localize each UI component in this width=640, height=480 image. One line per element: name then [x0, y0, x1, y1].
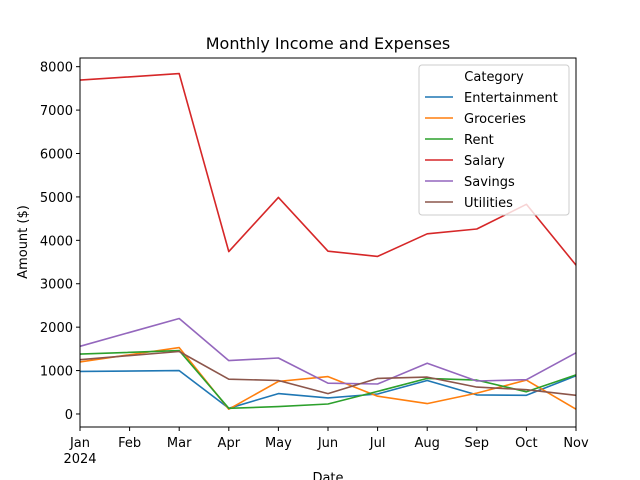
legend-title: Category	[464, 70, 524, 85]
legend-entry: Savings	[464, 175, 515, 190]
x-tick-label: May	[265, 436, 292, 451]
plot-area	[79, 72, 577, 411]
x-tick-label: Jul	[369, 436, 386, 451]
x-tick-label: Apr	[218, 436, 241, 451]
series-line-groceries	[79, 346, 577, 411]
y-axis-title: Amount ($)	[16, 205, 31, 279]
chart-title: Monthly Income and Expenses	[206, 34, 451, 53]
x-tick-label: Feb	[118, 436, 141, 451]
y-tick-label: 7000	[40, 104, 73, 119]
x-tick-label: Oct	[515, 436, 537, 451]
x-tick-label: Mar	[167, 436, 192, 451]
legend: Category Entertainment Groceries Rent Salar…	[418, 64, 570, 216]
legend-entry: Groceries	[464, 112, 526, 127]
series-line-savings	[79, 317, 577, 385]
x-axis-title: Date	[312, 471, 343, 480]
y-tick-label: 8000	[40, 61, 73, 76]
x-tick-label: Nov	[563, 436, 589, 451]
x-tick-label: Jan	[69, 436, 90, 451]
legend-entry: Entertainment	[464, 91, 558, 106]
y-tick-label: 4000	[40, 234, 73, 249]
x-tick-label: Sep	[465, 436, 490, 451]
y-tick-label: 2000	[40, 321, 73, 336]
series-line-salary	[79, 72, 577, 266]
y-tick-label: 3000	[40, 278, 73, 293]
y-tick-label: 5000	[40, 191, 73, 206]
legend-box	[418, 64, 570, 216]
x-tick-label: Jun	[317, 436, 338, 451]
legend-entry: Salary	[464, 154, 505, 169]
y-tick-label: 1000	[40, 365, 73, 380]
y-tick-label: 0	[65, 408, 73, 423]
series-line-entertainment	[79, 369, 577, 410]
series-line-rent	[79, 349, 577, 410]
x-tick-label: Aug	[415, 436, 440, 451]
y-axis: 0 1000 2000 3000 4000 5000 6000 7000 8000	[40, 61, 80, 423]
x-axis: Jan Feb Mar Apr May Jun Jul Aug Sep Oct Nov 2024	[63, 427, 589, 467]
series-line-utilities	[79, 350, 577, 397]
legend-entry: Rent	[464, 133, 494, 148]
legend-entry: Utilities	[464, 196, 513, 211]
y-tick-label: 6000	[40, 148, 73, 163]
x-year-label: 2024	[63, 452, 96, 467]
